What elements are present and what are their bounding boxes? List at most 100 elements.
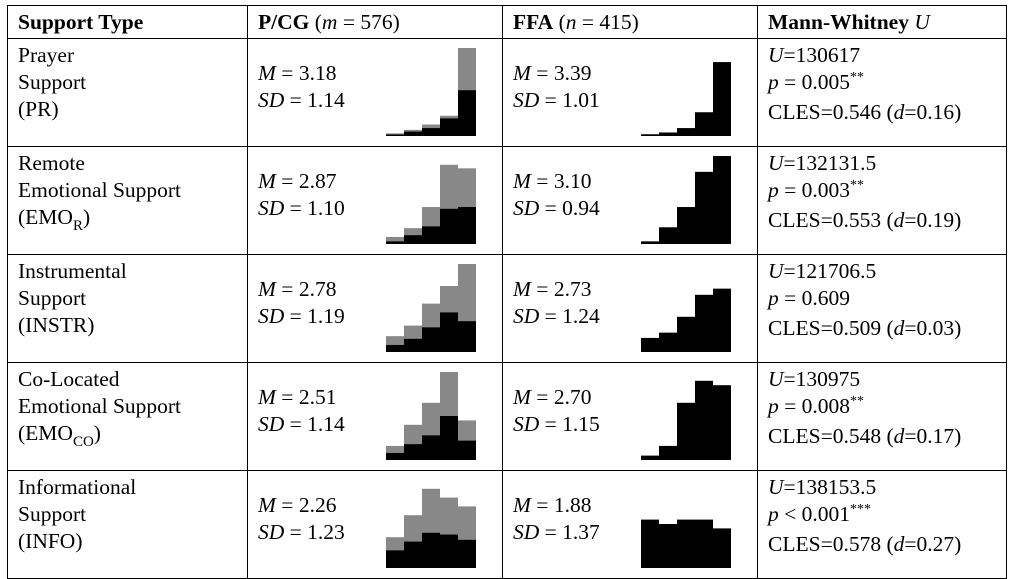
ffa-bar-5 xyxy=(458,539,476,568)
u-value: 130617 xyxy=(795,43,861,67)
ffa-bar-1 xyxy=(641,519,659,568)
support-type-line: Instrumental xyxy=(18,259,127,283)
ffa-bar-3 xyxy=(677,207,695,244)
ffa-bar-1 xyxy=(386,550,404,568)
equals-sign: = xyxy=(539,88,563,112)
support-type-line: (INFO) xyxy=(18,529,83,553)
sd-value: 1.14 xyxy=(307,88,345,112)
paren-open: ( xyxy=(881,424,894,448)
equals-sign: = xyxy=(284,412,308,436)
equals-sign: = xyxy=(275,61,299,85)
ffa-bar-1 xyxy=(386,452,404,460)
header-mann-whitney: Mann-Whitney U xyxy=(757,5,1007,39)
pcg-stats-cell: M = 2.51 SD = 1.14 xyxy=(247,362,503,471)
p-value: 0.609 xyxy=(801,286,851,310)
pcg-summary: M = 2.51 SD = 1.14 xyxy=(258,384,345,438)
equals-sign: = xyxy=(530,385,554,409)
paren-open: ( xyxy=(881,532,894,556)
sd-value: 1.01 xyxy=(562,88,600,112)
equals-sign: = xyxy=(530,169,554,193)
p-label: p xyxy=(768,286,779,310)
cles-value: 0.509 xyxy=(832,316,882,340)
support-type-line: Co-Located xyxy=(18,367,120,391)
mann-whitney-cell: U=130617 p = 0.005** CLES=0.546 (d=0.16) xyxy=(757,38,1007,147)
u-label: U xyxy=(768,475,784,499)
sd-value: 1.19 xyxy=(307,304,345,328)
p-label: p xyxy=(768,502,779,526)
sd-label: SD xyxy=(258,304,285,328)
sd-value: 1.24 xyxy=(562,304,600,328)
abbr-text: (EMO xyxy=(18,205,73,229)
mann-whitney-cell: U=132131.5 p = 0.003** CLES=0.553 (d=0.19) xyxy=(757,146,1007,255)
sd-value: 1.15 xyxy=(562,412,600,436)
u-label: U xyxy=(768,367,784,391)
p-value: 0.001 xyxy=(801,502,851,526)
ffa-bar-2 xyxy=(404,338,422,352)
ffa-bar-2 xyxy=(659,445,677,460)
support-type-line: (INSTR) xyxy=(18,313,95,337)
cles-label: CLES= xyxy=(768,316,833,340)
equals-sign: = xyxy=(275,277,299,301)
paren-close: ) xyxy=(954,100,962,124)
ffa-bar-2 xyxy=(404,444,422,460)
equals-sign: = xyxy=(539,520,563,544)
ffa-stats-cell: M = 2.73 SD = 1.24 xyxy=(502,254,758,363)
cles-value: 0.546 xyxy=(832,100,882,124)
p-operator: = xyxy=(778,70,802,94)
ffa-bar-3 xyxy=(422,128,440,136)
p-label: p xyxy=(768,394,779,418)
equals-sign: = xyxy=(539,196,563,220)
ffa-bar-5 xyxy=(713,385,731,460)
sd-value: 1.37 xyxy=(562,520,600,544)
pcg-histogram xyxy=(386,264,476,352)
support-type-cell: Informational Support (INFO) xyxy=(7,470,248,579)
sd-label: SD xyxy=(513,196,540,220)
pcg-stats-cell: M = 2.26 SD = 1.23 xyxy=(247,470,503,579)
mean-value: 2.78 xyxy=(298,277,337,301)
sd-value: 1.10 xyxy=(307,196,345,220)
paren-open: ( xyxy=(881,316,894,340)
paren-open: ( xyxy=(881,208,894,232)
ffa-bar-2 xyxy=(404,131,422,136)
p-value: 0.005 xyxy=(801,70,851,94)
ffa-summary: M = 1.88 SD = 1.37 xyxy=(513,492,600,546)
ffa-bar-5 xyxy=(458,90,476,136)
mean-value: 2.26 xyxy=(298,493,337,517)
header-row: Support Type P/CG (m = 576) FFA (n = 415… xyxy=(7,5,1007,39)
ffa-bar-4 xyxy=(440,208,458,244)
support-type-line: Informational xyxy=(18,475,137,499)
mean-value: 2.51 xyxy=(298,385,337,409)
ffa-bar-5 xyxy=(458,440,476,460)
cles-value: 0.553 xyxy=(832,208,882,232)
ffa-stats-cell: M = 2.70 SD = 1.15 xyxy=(502,362,758,471)
sd-label: SD xyxy=(258,520,285,544)
d-label: d xyxy=(893,100,905,124)
equals-sign: = xyxy=(539,412,563,436)
significance-stars: ** xyxy=(850,70,865,85)
pcg-histogram xyxy=(386,372,476,460)
ffa-bar-3 xyxy=(677,519,695,568)
cles-value: 0.548 xyxy=(832,424,882,448)
equals-sign: = xyxy=(275,493,299,517)
mean-label: M xyxy=(513,277,531,301)
sd-value: 1.14 xyxy=(307,412,345,436)
mean-value: 3.18 xyxy=(298,61,337,85)
table-row: Prayer Support (PR) M = 3.18 SD = 1.14 M = 3.… xyxy=(7,38,1007,147)
u-value: 130975 xyxy=(795,367,861,391)
significance-stars: ** xyxy=(850,394,865,409)
ffa-bar-4 xyxy=(695,380,713,460)
ffa-summary: M = 3.39 SD = 1.01 xyxy=(513,60,600,114)
sd-label: SD xyxy=(258,196,285,220)
p-operator: = xyxy=(778,394,802,418)
mann-whitney-cell: U=138153.5 p < 0.001*** CLES=0.578 (d=0.27… xyxy=(757,470,1007,579)
ffa-bar-1 xyxy=(641,134,659,136)
ffa-stats-cell: M = 3.39 SD = 1.01 xyxy=(502,38,758,147)
pcg-histogram xyxy=(386,164,476,244)
d-value: =0.19 xyxy=(904,208,955,232)
mean-label: M xyxy=(513,169,531,193)
equals-sign: = xyxy=(284,88,308,112)
ffa-bar-5 xyxy=(713,288,731,352)
d-value: =0.03 xyxy=(904,316,955,340)
mean-label: M xyxy=(258,493,276,517)
support-type-line: Emotional Support xyxy=(18,394,182,418)
